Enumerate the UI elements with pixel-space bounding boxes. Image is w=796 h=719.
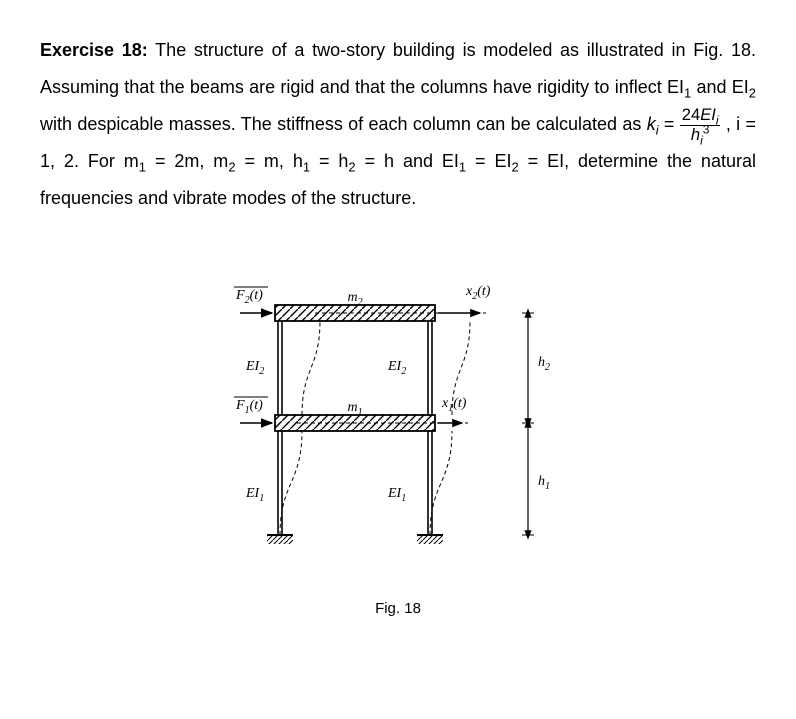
text-part: = EI <box>466 151 511 171</box>
svg-text:F2(t): F2(t) <box>235 288 263 306</box>
frac-num-const: 24 <box>682 105 700 124</box>
var-k: k <box>647 114 656 134</box>
exercise-text: Exercise 18: The structure of a two-stor… <box>40 32 756 217</box>
fraction: 24EIi hi3 <box>680 107 721 143</box>
svg-text:F1(t): F1(t) <box>235 398 263 416</box>
equals: = <box>659 114 680 134</box>
text-part: with despicable masses. The stiffness of… <box>40 114 647 134</box>
svg-text:EI1: EI1 <box>387 486 406 504</box>
exercise-label: Exercise 18: <box>40 40 148 60</box>
text-part: = m, h <box>236 151 303 171</box>
sub: 2 <box>749 85 756 100</box>
figure-svg: m2m1F2(t)F1(t)EI2EI2EI1EI1x2(t)x1(t)h2h1 <box>218 245 578 575</box>
figure-container: m2m1F2(t)F1(t)EI2EI2EI1EI1x2(t)x1(t)h2h1… <box>40 245 756 625</box>
exp: 3 <box>703 122 710 136</box>
svg-text:h1: h1 <box>538 474 550 492</box>
sub: i <box>716 113 719 127</box>
sub: 2 <box>348 160 355 175</box>
sub: 2 <box>512 160 519 175</box>
text-part: and EI <box>691 77 749 97</box>
text-part: = h <box>310 151 348 171</box>
svg-text:x2(t): x2(t) <box>465 284 491 302</box>
text-part: = 2m, m <box>146 151 228 171</box>
sub: 1 <box>303 160 310 175</box>
sub: 2 <box>228 160 235 175</box>
text-part: The structure of a two-story building is… <box>40 40 756 97</box>
figure-caption: Fig. 18 <box>40 594 756 625</box>
frac-den-h: h <box>691 125 700 144</box>
svg-text:EI2: EI2 <box>387 359 406 377</box>
svg-text:h2: h2 <box>538 355 550 373</box>
text-part: = h and EI <box>356 151 459 171</box>
svg-text:EI2: EI2 <box>245 359 264 377</box>
svg-text:EI1: EI1 <box>245 486 264 504</box>
svg-text:x1(t): x1(t) <box>441 396 467 414</box>
sub: 1 <box>139 160 146 175</box>
